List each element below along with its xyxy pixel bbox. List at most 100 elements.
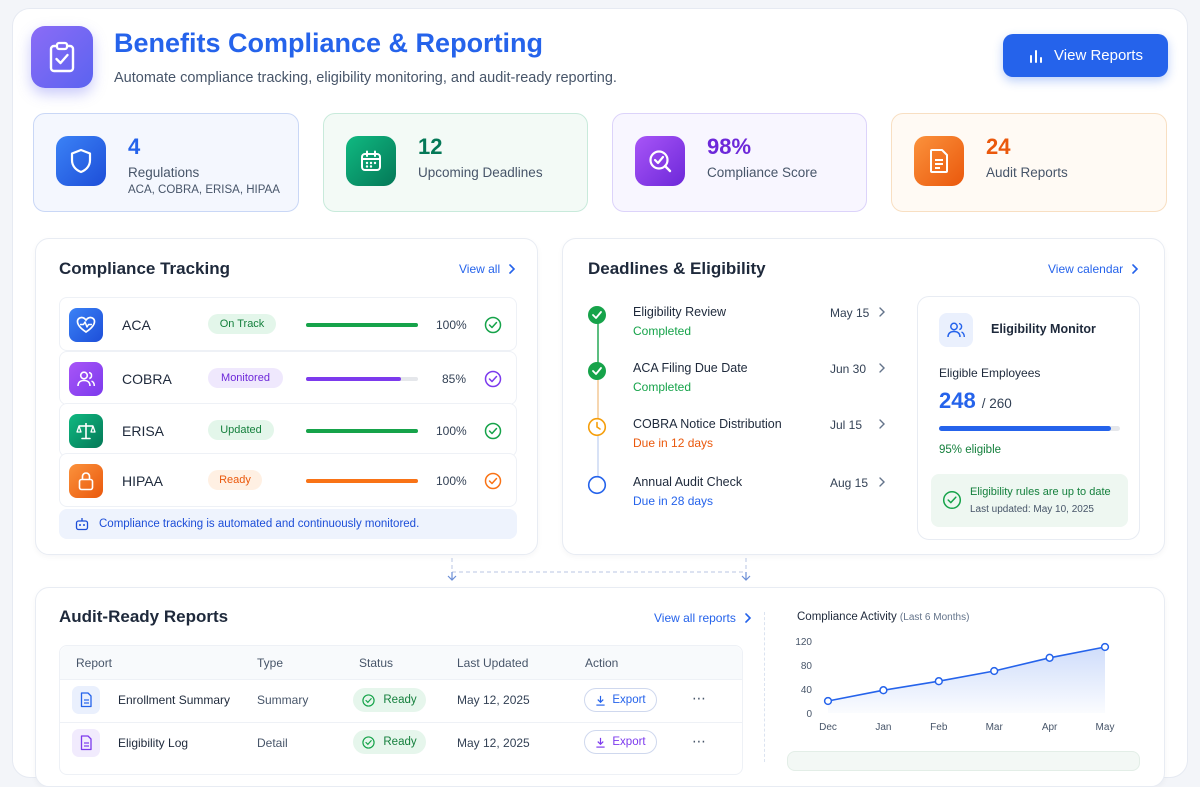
progress-fill — [306, 323, 418, 327]
x-tick-label: Jan — [875, 722, 891, 733]
lock-icon — [69, 464, 103, 498]
stat-label: Audit Reports — [986, 165, 1068, 180]
deadline-status: Due in 28 days — [633, 494, 714, 508]
view-all-reports-link[interactable]: View all reports — [654, 611, 752, 625]
stat-card-deadlines[interactable]: 12 Upcoming Deadlines — [323, 113, 588, 212]
status-badge: Ready — [353, 688, 426, 712]
stat-value: 24 — [986, 134, 1011, 159]
shield-icon — [56, 136, 106, 186]
timeline-line — [597, 320, 599, 478]
report-updated: May 12, 2025 — [457, 736, 530, 750]
bar-chart-icon — [1030, 49, 1043, 63]
status-badge: Ready — [353, 730, 426, 754]
column-header-type: Type — [257, 656, 284, 670]
chart-title: Compliance Activity (Last 6 Months) — [797, 611, 969, 623]
deadline-item-annual-audit[interactable]: Annual Audit Check Due in 28 days Aug 15 — [587, 475, 892, 511]
chart-subtitle-text: (Last 6 Months) — [899, 612, 970, 623]
progress-fill — [306, 479, 418, 483]
progress-percent: 100% — [436, 474, 467, 488]
heart-pulse-icon — [69, 308, 103, 342]
chevron-right-icon — [745, 613, 751, 623]
deadline-date: May 15 — [830, 306, 870, 320]
status-label: Ready — [383, 736, 417, 748]
view-all-link[interactable]: View all — [459, 262, 516, 276]
column-header-last-updated: Last Updated — [457, 656, 529, 670]
file-icon — [72, 729, 100, 757]
eligible-value: 248 — [939, 388, 976, 413]
x-tick-label: May — [1096, 722, 1115, 733]
users-icon — [69, 362, 103, 396]
deadline-title: COBRA Notice Distribution — [633, 417, 782, 431]
status-badge: On Track — [208, 314, 276, 334]
stat-label: Regulations — [128, 165, 200, 180]
export-label: Export — [612, 694, 646, 706]
more-options-icon[interactable]: ⋯ — [692, 690, 707, 706]
download-icon — [596, 695, 605, 706]
view-calendar-link[interactable]: View calendar — [1048, 262, 1139, 276]
check-circle-icon — [362, 693, 376, 707]
clock-icon — [587, 417, 607, 437]
regulation-name: ACA — [122, 317, 151, 333]
eligibility-progress-bar — [939, 426, 1120, 431]
report-type: Detail — [257, 736, 288, 750]
robot-icon — [75, 518, 89, 531]
data-point — [1045, 653, 1054, 662]
deadline-item-cobra-notice[interactable]: COBRA Notice Distribution Due in 12 days… — [587, 417, 892, 453]
deadlines-title: Deadlines & Eligibility — [588, 259, 766, 278]
chart-footer-box — [787, 751, 1140, 771]
deadline-status: Completed — [633, 380, 692, 394]
y-tick-label: 40 — [801, 685, 813, 696]
eligibility-monitor-title: Eligibility Monitor — [991, 322, 1096, 336]
column-header-report: Report — [76, 656, 113, 670]
data-point — [823, 696, 833, 706]
chevron-right-icon — [879, 477, 885, 487]
eligibility-progress-fill — [939, 426, 1111, 431]
report-type: Summary — [257, 693, 309, 707]
regulation-name: COBRA — [122, 371, 172, 387]
report-name[interactable]: Enrollment Summary — [118, 693, 231, 707]
chart-area — [828, 647, 1105, 713]
rules-updated: Last updated: May 10, 2025 — [970, 504, 1094, 515]
rules-status-box: Eligibility rules are up to date Last up… — [931, 474, 1128, 527]
stat-card-compliance-score[interactable]: 98% Compliance Score — [612, 113, 867, 212]
deadline-item-aca-filing[interactable]: ACA Filing Due Date Completed Jun 30 — [587, 361, 892, 397]
regulation-name: ERISA — [122, 423, 165, 439]
report-updated: May 12, 2025 — [457, 693, 530, 707]
tracking-row-aca[interactable]: ACA On Track 100% — [59, 297, 517, 351]
stat-card-regulations[interactable]: 4 Regulations ACA, COBRA, ERISA, HIPAA — [33, 113, 299, 212]
deadline-item-eligibility-review[interactable]: Eligibility Review Completed May 15 — [587, 305, 892, 341]
progress-percent: 85% — [441, 372, 466, 386]
eligible-count: 248 / 260 — [939, 388, 1012, 414]
progress-fill — [306, 377, 402, 381]
check-circle-icon — [942, 490, 962, 510]
data-point — [1100, 642, 1110, 652]
tracking-row-erisa[interactable]: ERISA Updated 100% — [59, 403, 517, 457]
calendar-icon — [346, 136, 396, 186]
audit-reports-title: Audit-Ready Reports — [59, 607, 229, 626]
view-reports-label: View Reports — [1054, 47, 1143, 64]
export-button[interactable]: Export — [584, 730, 657, 754]
progress-bar — [306, 323, 418, 327]
column-header-status: Status — [359, 656, 394, 670]
eligible-employees-label: Eligible Employees — [939, 366, 1041, 380]
report-name[interactable]: Eligibility Log — [118, 736, 189, 750]
scale-icon — [69, 414, 103, 448]
circle-outline-icon — [587, 475, 607, 495]
check-circle-icon — [484, 422, 502, 440]
deadline-title: Eligibility Review — [633, 305, 727, 319]
stat-card-audit-reports[interactable]: 24 Audit Reports — [891, 113, 1167, 212]
regulation-name: HIPAA — [122, 473, 163, 489]
more-options-icon[interactable]: ⋯ — [692, 733, 707, 749]
table-divider — [60, 722, 742, 723]
export-button[interactable]: Export — [584, 688, 657, 712]
y-tick-label: 0 — [806, 709, 812, 720]
column-header-action: Action — [585, 656, 619, 670]
view-all-reports-label: View all reports — [654, 611, 736, 625]
stat-value: 98% — [707, 134, 752, 159]
view-reports-button[interactable]: View Reports — [1003, 34, 1168, 77]
series-line — [827, 646, 1106, 702]
x-tick-label: Apr — [1042, 722, 1058, 733]
chart-title-text: Compliance Activity — [797, 611, 897, 623]
tracking-row-cobra[interactable]: COBRA Monitored 85% — [59, 351, 517, 405]
tracking-row-hipaa[interactable]: HIPAA Ready 100% — [59, 453, 517, 507]
